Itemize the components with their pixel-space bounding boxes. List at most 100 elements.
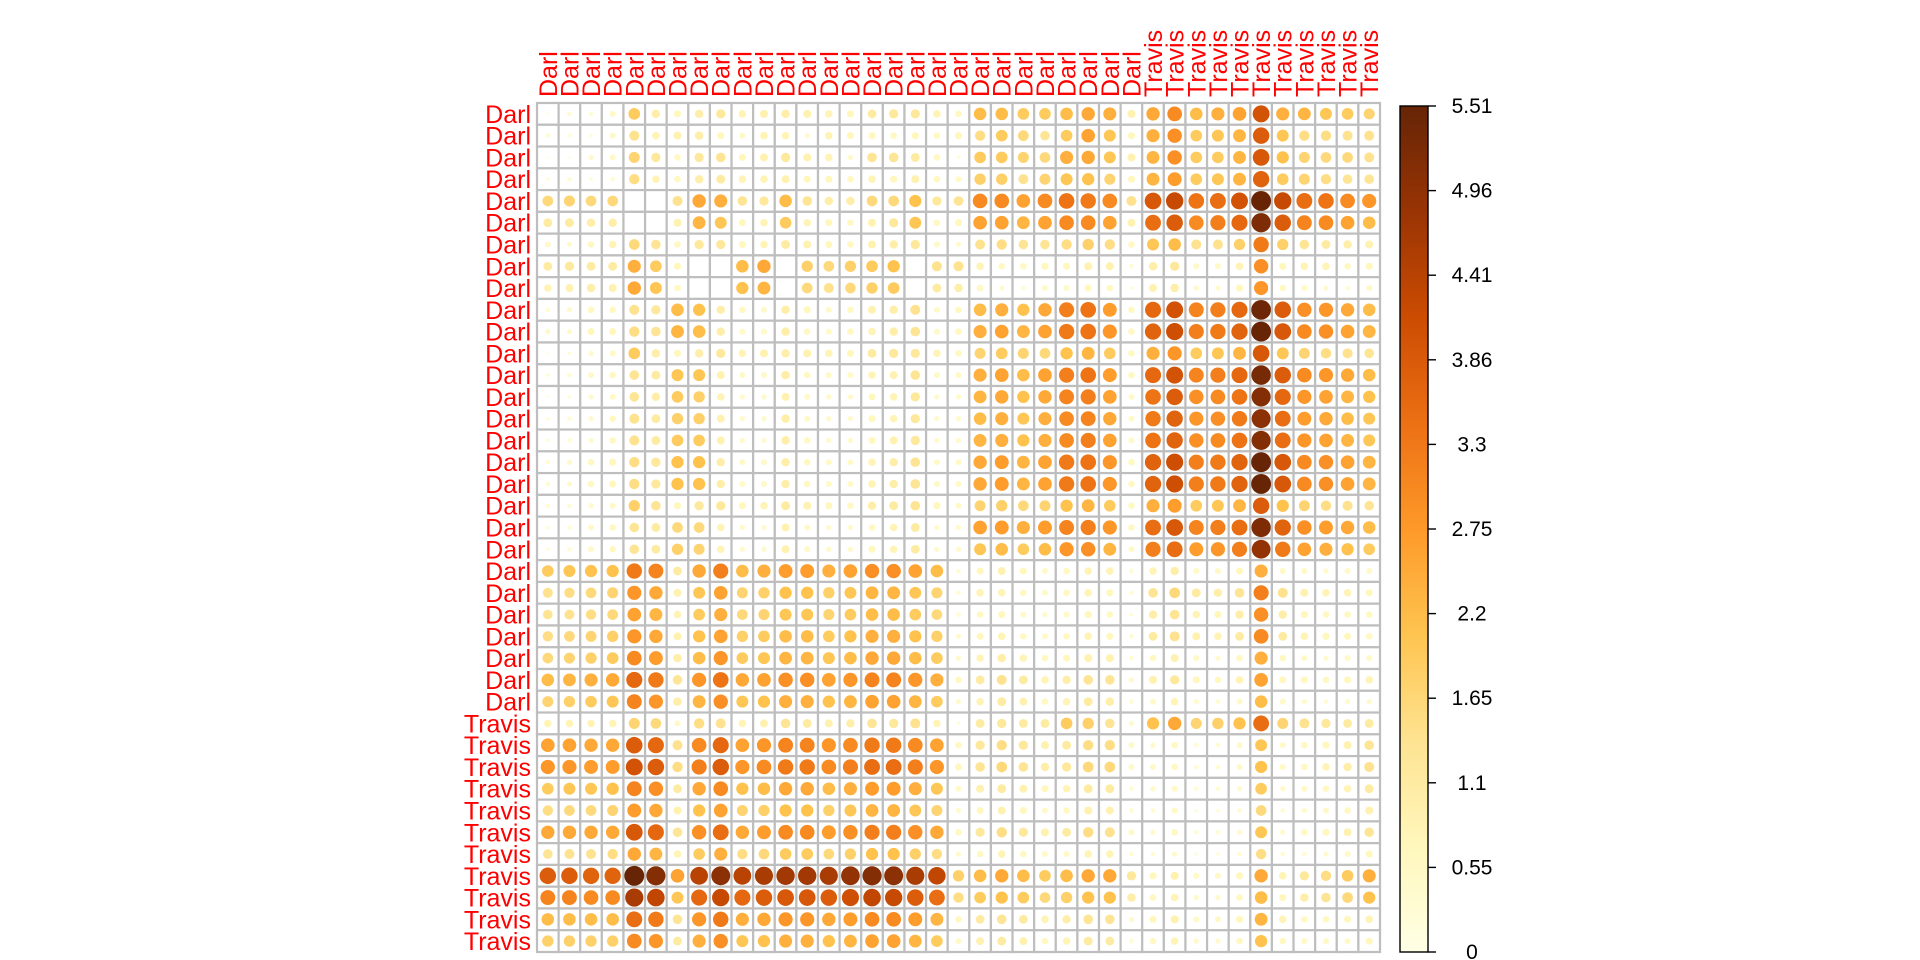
heatmap-cell-marker	[976, 632, 984, 640]
heatmap-cell-marker	[1342, 130, 1353, 141]
heatmap-cell-marker	[847, 175, 854, 183]
column-label: Travis	[1335, 30, 1363, 97]
heatmap-cell-marker	[1233, 172, 1246, 186]
heatmap-cell-marker	[908, 564, 923, 578]
heatmap-cell-marker	[694, 239, 704, 250]
heatmap-cell-marker	[996, 674, 1007, 685]
heatmap-cell-marker	[976, 567, 984, 575]
heatmap-cell-marker	[672, 675, 683, 685]
heatmap-cell-marker	[629, 370, 640, 380]
heatmap-cell-marker	[1319, 411, 1333, 426]
heatmap-cell-marker	[1194, 808, 1199, 813]
heatmap-cell-marker	[648, 672, 664, 688]
heatmap-cell-marker	[542, 195, 554, 207]
heatmap-cell-marker	[1254, 934, 1268, 948]
heatmap-cell-marker	[843, 825, 858, 840]
heatmap-cell-marker	[825, 502, 833, 510]
heatmap-cell-marker	[868, 371, 876, 379]
heatmap-cell-marker	[1365, 915, 1373, 924]
heatmap-cell-marker	[757, 652, 770, 665]
heatmap-cell-marker	[1103, 347, 1116, 360]
heatmap-cell-marker	[584, 564, 598, 578]
heatmap-cell-marker	[1080, 454, 1097, 471]
heatmap-cell-marker	[1166, 322, 1184, 341]
heatmap-cell-marker	[585, 782, 598, 795]
heatmap-cell-marker	[716, 371, 725, 380]
heatmap-cell-marker	[1251, 213, 1271, 233]
heatmap-cell-marker	[1145, 367, 1162, 384]
heatmap-cell-marker	[1150, 786, 1156, 792]
heatmap-cell-marker	[932, 196, 942, 206]
heatmap-cell-marker	[1149, 937, 1157, 945]
heatmap-cell-marker	[955, 828, 962, 836]
heatmap-cell-marker	[561, 890, 577, 906]
heatmap-cell-marker	[931, 587, 943, 599]
heatmap-cell-marker	[629, 457, 640, 468]
heatmap-cell-marker	[1102, 520, 1117, 535]
heatmap-cell-marker	[761, 546, 767, 552]
heatmap-cell-marker	[607, 848, 618, 860]
heatmap-cell-marker	[585, 630, 597, 642]
heatmap-cell-marker	[1148, 610, 1158, 619]
heatmap-cell-marker	[1340, 215, 1355, 230]
heatmap-cell-marker	[843, 672, 858, 687]
heatmap-cell-marker	[974, 151, 986, 164]
heatmap-cell-marker	[933, 154, 941, 161]
heatmap-cell-marker	[1062, 915, 1071, 924]
heatmap-cell-marker	[606, 564, 619, 578]
heatmap-cell-marker	[928, 867, 946, 885]
heatmap-cell-marker	[546, 156, 550, 159]
heatmap-cell-marker	[542, 696, 554, 708]
heatmap-cell-marker	[1018, 762, 1029, 772]
heatmap-cell-marker	[1060, 173, 1073, 186]
row-label: Darl	[485, 319, 531, 347]
heatmap-cell-marker	[868, 218, 877, 227]
heatmap-cell-marker	[1017, 500, 1029, 512]
heatmap-cell-marker	[1323, 851, 1329, 857]
heatmap-cell-marker	[608, 240, 617, 249]
row-label: Travis	[464, 754, 531, 782]
heatmap-cell-marker	[1017, 891, 1030, 904]
heatmap-cell-marker	[1060, 347, 1073, 360]
heatmap-cell-marker	[886, 563, 901, 579]
heatmap-cell-marker	[954, 763, 963, 771]
column-label: Travis	[1313, 30, 1341, 97]
heatmap-cell-marker	[931, 630, 943, 643]
heatmap-cell-marker	[1255, 782, 1267, 795]
heatmap-cell-marker	[1019, 784, 1028, 793]
heatmap-cell-marker	[865, 804, 879, 817]
heatmap-cell-marker	[1252, 149, 1270, 166]
heatmap-cell-marker	[564, 630, 575, 642]
heatmap-cell-marker	[542, 587, 553, 598]
heatmap-cell-marker	[543, 218, 553, 228]
heatmap-cell-marker	[933, 110, 941, 118]
heatmap-cell-marker	[1020, 589, 1027, 597]
heatmap-cell-marker	[1016, 455, 1030, 469]
heatmap-cell-marker	[712, 672, 729, 688]
heatmap-cell-marker	[652, 131, 660, 140]
heatmap-cell-marker	[588, 111, 594, 117]
heatmap-cell-marker	[800, 912, 815, 927]
heatmap-cell-marker	[804, 415, 811, 422]
heatmap-cell-marker	[909, 586, 922, 599]
heatmap-cell-marker	[651, 457, 661, 467]
heatmap-cell-marker	[1278, 872, 1287, 880]
column-label: Darl	[1010, 51, 1038, 97]
heatmap-cell-marker	[716, 523, 725, 532]
heatmap-cell-marker	[1364, 740, 1375, 751]
row-label: Travis	[464, 710, 531, 738]
heatmap-cell-marker	[736, 630, 749, 643]
heatmap-cell-marker	[1128, 480, 1135, 488]
heatmap-cell-marker	[888, 195, 900, 207]
heatmap-cell-marker	[1171, 807, 1178, 814]
heatmap-cell-marker	[1103, 411, 1117, 426]
heatmap-cell-marker	[1278, 915, 1287, 924]
heatmap-cell-marker	[606, 630, 619, 643]
heatmap-cell-marker	[651, 500, 661, 511]
heatmap-cell-marker	[1188, 323, 1204, 340]
heatmap-cell-marker	[1215, 938, 1221, 944]
heatmap-cell-marker	[1251, 517, 1271, 538]
heatmap-cell-marker	[801, 848, 814, 860]
row-label: Darl	[485, 101, 531, 129]
grid-cell	[708, 254, 733, 279]
